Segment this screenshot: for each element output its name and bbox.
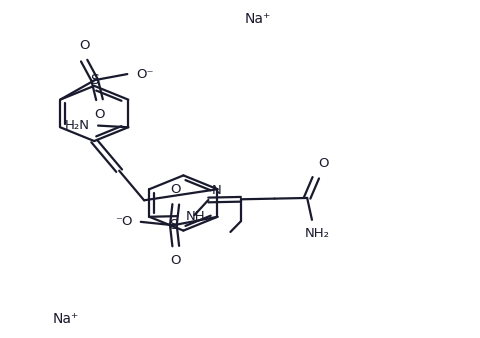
Text: O⁻: O⁻: [136, 68, 153, 80]
Text: O: O: [79, 39, 89, 52]
Text: H₂N: H₂N: [65, 119, 90, 132]
Text: NH₂: NH₂: [304, 227, 329, 240]
Text: O: O: [170, 183, 180, 196]
Text: ⁻O: ⁻O: [114, 215, 132, 228]
Text: O: O: [94, 108, 105, 121]
Text: Na⁺: Na⁺: [52, 312, 78, 326]
Text: S: S: [90, 73, 99, 87]
Text: N: N: [212, 184, 221, 197]
Text: NH: NH: [185, 210, 205, 223]
Text: O: O: [318, 158, 328, 170]
Text: O: O: [170, 255, 180, 267]
Text: S: S: [168, 218, 178, 232]
Text: Na⁺: Na⁺: [244, 12, 270, 26]
